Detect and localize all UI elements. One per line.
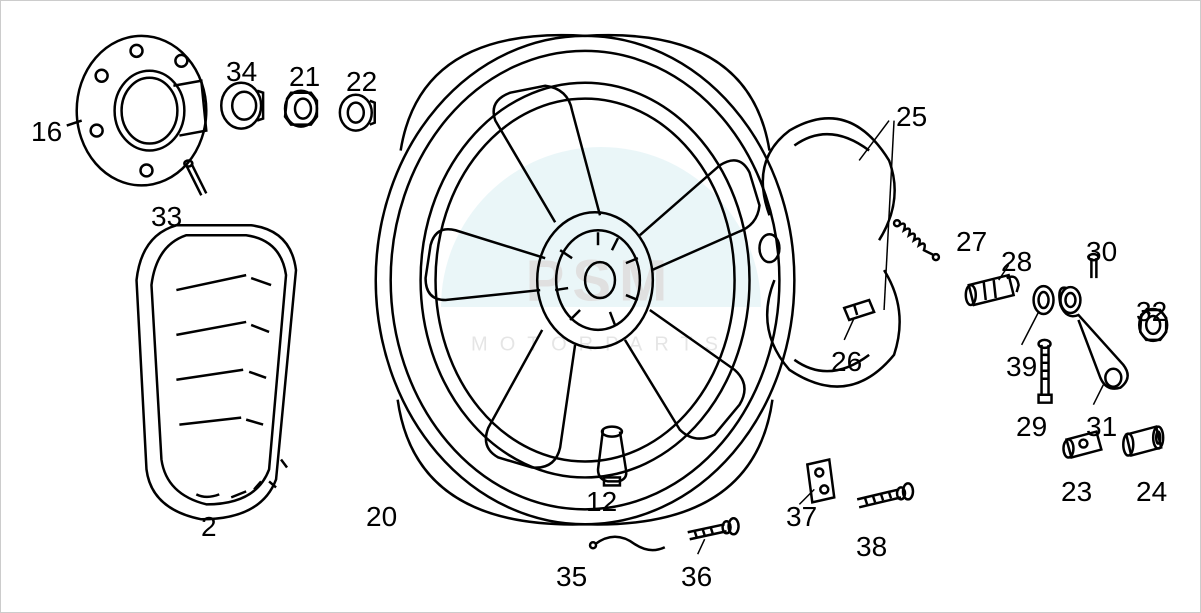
part-label-34: 34	[226, 56, 257, 88]
part-lever-arm	[1059, 287, 1127, 405]
part-wheel-rim	[376, 35, 795, 524]
part-label-27: 27	[956, 226, 987, 258]
part-sleeve-24	[1123, 427, 1163, 456]
part-label-33: 33	[151, 201, 182, 233]
part-bearing	[221, 83, 263, 129]
part-label-28: 28	[1001, 246, 1032, 278]
part-washer-39	[1022, 286, 1054, 345]
part-label-23: 23	[1061, 476, 1092, 508]
part-label-30: 30	[1086, 236, 1117, 268]
part-label-16: 16	[31, 116, 62, 148]
part-label-21: 21	[289, 61, 320, 93]
part-bolt-36	[688, 518, 739, 554]
part-brake-shoes	[759, 118, 899, 386]
part-clip-26	[844, 300, 874, 340]
part-cotter-pin	[184, 160, 206, 195]
part-label-24: 24	[1136, 476, 1167, 508]
part-label-20: 20	[366, 501, 397, 533]
part-washer-22	[340, 95, 375, 131]
part-label-37: 37	[786, 501, 817, 533]
part-screw-38	[857, 483, 913, 507]
part-label-35: 35	[556, 561, 587, 593]
part-spring-wire-35	[590, 537, 665, 550]
part-nut-21	[285, 91, 317, 127]
part-tire-section	[137, 225, 296, 519]
part-bolt-29	[1039, 340, 1052, 403]
drawing-svg	[1, 1, 1200, 612]
part-label-12: 12	[586, 486, 617, 518]
part-label-25: 25	[896, 101, 927, 133]
part-label-32: 32	[1136, 296, 1167, 328]
part-label-26: 26	[831, 346, 862, 378]
part-spring-27	[894, 220, 939, 260]
part-label-38: 38	[856, 531, 887, 563]
part-label-22: 22	[346, 66, 377, 98]
part-label-2: 2	[201, 511, 217, 543]
part-label-29: 29	[1016, 411, 1047, 443]
part-label-39: 39	[1006, 351, 1037, 383]
part-bracket-37	[799, 459, 834, 504]
part-label-36: 36	[681, 561, 712, 593]
part-label-31: 31	[1086, 411, 1117, 443]
parts-diagram-container: PSM MOTORPARTS	[1, 1, 1200, 612]
